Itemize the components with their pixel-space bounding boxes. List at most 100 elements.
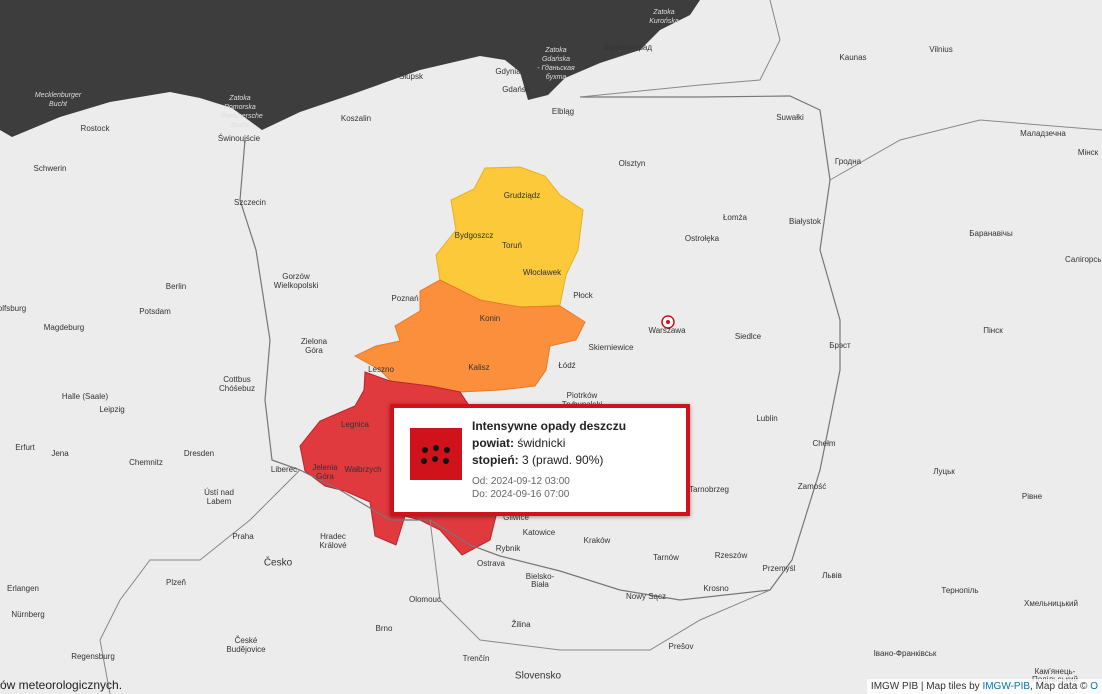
place-label: Potsdam bbox=[139, 307, 171, 316]
place-label: Маладзечна bbox=[1020, 129, 1066, 138]
place-label: Schwerin bbox=[34, 164, 67, 173]
footer-text: ów meteorologicznych. bbox=[0, 678, 123, 692]
sea-label: бухта bbox=[546, 73, 567, 81]
place-label: Praha bbox=[232, 532, 254, 541]
place-label: Wałbrzych bbox=[344, 465, 381, 474]
place-label: Leipzig bbox=[99, 405, 124, 414]
warning-popup[interactable]: Intensywne opady deszczu powiat: świdnic… bbox=[390, 404, 690, 516]
place-label: Nürnberg bbox=[11, 610, 44, 619]
attribution-link[interactable]: IMGW-PIB bbox=[982, 681, 1031, 692]
place-label: Wielkopolski bbox=[274, 281, 319, 290]
place-label: Hradec bbox=[320, 532, 346, 541]
place-label: Rybnik bbox=[496, 544, 521, 553]
place-label: Konin bbox=[480, 314, 500, 323]
place-label: Labem bbox=[207, 497, 232, 506]
place-label: Trenčín bbox=[463, 654, 490, 663]
attribution-text: , Map data © bbox=[1030, 681, 1088, 692]
place-label: Prešov bbox=[669, 642, 694, 651]
level-label: stopień: bbox=[472, 453, 519, 467]
place-label: Katowice bbox=[523, 528, 556, 537]
place-label: Chełm bbox=[812, 439, 835, 448]
place-label: Gliwice bbox=[503, 513, 529, 522]
place-label: Брэст bbox=[829, 341, 851, 350]
place-label: Świnoujście bbox=[218, 134, 261, 143]
valid-to: Do: 2024-09-16 07:00 bbox=[472, 489, 570, 500]
place-label: Krosno bbox=[703, 584, 729, 593]
sea-label: Zatoka bbox=[652, 9, 675, 16]
place-label: Skierniewice bbox=[589, 343, 634, 352]
place-label: Biała bbox=[531, 580, 549, 589]
place-label: Chemnitz bbox=[129, 458, 163, 467]
capital-marker bbox=[666, 320, 670, 324]
place-label: Erlangen bbox=[7, 584, 39, 593]
place-label: Plzeň bbox=[166, 578, 186, 587]
place-label: Berlin bbox=[166, 282, 186, 291]
place-label: Tarnobrzeg bbox=[689, 485, 729, 494]
place-label: Lublin bbox=[756, 414, 777, 423]
place-label: Olsztyn bbox=[619, 159, 646, 168]
place-label: Słupsk bbox=[399, 72, 424, 81]
sea bbox=[0, 0, 700, 137]
place-label: Баранавічы bbox=[969, 229, 1013, 238]
place-label: Gdynia bbox=[495, 67, 521, 76]
place-label: Olomouc bbox=[409, 595, 441, 604]
place-label: Włocławek bbox=[523, 268, 562, 277]
place-label: Bielsko- bbox=[526, 572, 555, 581]
place-label: Erfurt bbox=[15, 443, 35, 452]
place-label: Гродна bbox=[835, 157, 862, 166]
place-label: Králové bbox=[319, 541, 347, 550]
sea-label: Mecklenburger bbox=[35, 92, 82, 99]
place-label: Vilnius bbox=[929, 45, 952, 54]
place-label: Grudziądz bbox=[504, 191, 540, 200]
place-label: Szczecin bbox=[234, 198, 266, 207]
border bbox=[99, 469, 301, 694]
attribution: IMGW PIB | Map tiles by IMGW-PIB, Map da… bbox=[866, 679, 1102, 694]
place-label: Nowy Sącz bbox=[626, 592, 666, 601]
sea-label: Gdańska bbox=[542, 56, 570, 63]
place-label: Toruń bbox=[502, 241, 522, 250]
attribution-text: IMGW PIB | Map tiles by bbox=[870, 681, 980, 692]
place-label: Калининград bbox=[604, 43, 652, 52]
place-label: Львів bbox=[822, 571, 842, 580]
place-label: Žilina bbox=[511, 620, 531, 629]
place-label: Piotrków bbox=[567, 391, 598, 400]
place-label: Česko bbox=[264, 556, 293, 569]
place-label: Slovensko bbox=[515, 671, 562, 682]
sea-label: Pomorska bbox=[224, 104, 256, 111]
place-label: Magdeburg bbox=[44, 323, 84, 332]
attribution-link[interactable]: O bbox=[1090, 681, 1098, 692]
popup-title: Intensywne opady deszczu bbox=[472, 419, 627, 433]
place-label: České bbox=[235, 636, 258, 645]
place-label: Brno bbox=[376, 624, 393, 633]
place-label: Leszno bbox=[368, 365, 394, 374]
sea-label: Zatoka bbox=[228, 95, 251, 102]
valid-from: Od: 2024-09-12 03:00 bbox=[472, 476, 570, 487]
place-label: Halle (Saale) bbox=[62, 392, 109, 401]
county-label: powiat: bbox=[472, 436, 514, 450]
sea-label: - Гданьская bbox=[537, 64, 575, 72]
place-label: Koszalin bbox=[341, 114, 371, 123]
place-label: Zamość bbox=[798, 482, 826, 491]
place-label: Bydgoszcz bbox=[455, 231, 494, 240]
popup-text: Intensywne opady deszczu powiat: świdnic… bbox=[472, 418, 626, 501]
place-label: Рівне bbox=[1022, 492, 1043, 501]
place-label: Kraków bbox=[584, 536, 611, 545]
place-label: Przemyśl bbox=[763, 564, 796, 573]
place-label: Пінск bbox=[983, 326, 1003, 335]
place-label: Chóśebuz bbox=[219, 384, 255, 393]
place-label: Zielona bbox=[301, 337, 328, 346]
place-label: Liberec bbox=[271, 465, 297, 474]
border bbox=[829, 119, 1102, 181]
place-label: Tarnów bbox=[653, 553, 679, 562]
county: świdnicki bbox=[517, 436, 566, 450]
place-label: olfsburg bbox=[0, 304, 26, 313]
place-label: Луцьк bbox=[933, 467, 955, 476]
place-label: Ostrołęka bbox=[685, 234, 720, 243]
place-label: Budějovice bbox=[226, 645, 266, 654]
place-label: Jelenia bbox=[312, 463, 338, 472]
place-label: Poznań bbox=[391, 294, 418, 303]
place-label: Regensburg bbox=[71, 652, 115, 661]
place-label: Dresden bbox=[184, 449, 214, 458]
